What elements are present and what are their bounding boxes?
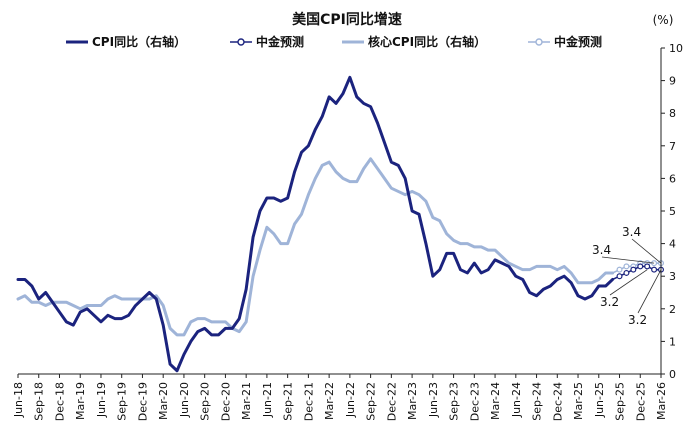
cpi-forecast-line-point bbox=[644, 263, 651, 270]
unit-label: (%) bbox=[653, 13, 674, 27]
cpi-line bbox=[16, 75, 615, 373]
legend-label: CPI同比（右轴） bbox=[92, 34, 186, 49]
cpi-forecast-line-point bbox=[616, 273, 623, 280]
x-tick-label: Dec-19 bbox=[136, 382, 149, 421]
annotation-leader bbox=[609, 269, 648, 296]
y-tick-label: 0 bbox=[669, 368, 676, 381]
x-tick-label: Jun-25 bbox=[593, 382, 606, 418]
x-tick-label: Sep-25 bbox=[614, 382, 627, 421]
x-tick-label: Sep-24 bbox=[531, 382, 544, 421]
cpi-forecast-line-point bbox=[630, 266, 637, 273]
x-tick-label: Dec-23 bbox=[468, 382, 481, 421]
core-cpi-forecast-line-point bbox=[616, 266, 623, 273]
core-cpi-line bbox=[16, 157, 615, 337]
x-tick-label: Jun-18 bbox=[12, 382, 25, 418]
cpi-forecast-line-point bbox=[637, 263, 644, 270]
legend: CPI同比（右轴） 中金预测 核心CPI同比（右轴） 中金预测 bbox=[66, 34, 602, 49]
annotation-label: 3.2 bbox=[600, 295, 619, 309]
x-tick-label: Mar-26 bbox=[655, 382, 668, 420]
x-tick-label: Jun-19 bbox=[95, 382, 108, 418]
x-tick-label: Sep-20 bbox=[199, 382, 212, 421]
legend-marker bbox=[237, 38, 245, 46]
y-tick-label: 9 bbox=[669, 75, 676, 88]
x-tick-label: Dec-25 bbox=[634, 382, 647, 421]
x-tick-label: Mar-21 bbox=[240, 382, 253, 420]
cpi-forecast-line-point bbox=[623, 269, 630, 276]
x-tick-label: Sep-19 bbox=[116, 382, 129, 421]
y-tick-label: 1 bbox=[669, 335, 676, 348]
x-tick-label: Jun-23 bbox=[427, 382, 440, 418]
annotations: 3.4 3.4 3.2 3.2 bbox=[592, 225, 662, 327]
chart-title: 美国CPI同比增速 bbox=[292, 11, 402, 28]
annotation-leader bbox=[601, 256, 655, 264]
annotation-leader bbox=[637, 269, 662, 314]
x-tick-label: Dec-22 bbox=[385, 382, 398, 421]
y-tick-label: 2 bbox=[669, 303, 676, 316]
y-tick-label: 6 bbox=[669, 172, 676, 185]
annotation-leader bbox=[631, 238, 662, 264]
x-tick-label: Jun-22 bbox=[344, 382, 357, 418]
x-tick-label: Dec-24 bbox=[551, 382, 564, 421]
x-tick-label: Mar-25 bbox=[572, 382, 585, 420]
annotation-label: 3.4 bbox=[622, 225, 641, 239]
x-tick-label: Jun-24 bbox=[510, 382, 523, 418]
legend-label: 核心CPI同比（右轴） bbox=[368, 34, 486, 49]
y-tick-label: 10 bbox=[669, 42, 683, 55]
x-tick-label: Sep-21 bbox=[282, 382, 295, 421]
x-tick-label: Sep-22 bbox=[365, 382, 378, 421]
x-tick-label: Jun-20 bbox=[178, 382, 191, 418]
x-tick-label: Sep-23 bbox=[448, 382, 461, 421]
x-tick-label: Dec-21 bbox=[302, 382, 315, 421]
y-tick-label: 7 bbox=[669, 140, 676, 153]
x-tick-label: Jun-21 bbox=[261, 382, 274, 418]
y-tick-label: 8 bbox=[669, 107, 676, 120]
legend-label: 中金预测 bbox=[554, 34, 602, 49]
x-tick-label: Mar-23 bbox=[406, 382, 419, 420]
cpi-forecast-line-point bbox=[651, 266, 658, 273]
y-axis: 0 1 2 3 4 5 6 7 8 9 10 bbox=[660, 42, 683, 381]
y-tick-label: 5 bbox=[669, 205, 676, 218]
x-tick-label: Mar-20 bbox=[157, 382, 170, 420]
x-axis: Jun-18 Sep-18 Dec-18 Mar-19 Jun-19 Sep-19 Dec-… bbox=[12, 373, 668, 421]
legend-marker bbox=[535, 38, 543, 46]
x-tick-label: Mar-22 bbox=[323, 382, 336, 420]
x-tick-label: Dec-20 bbox=[219, 382, 232, 421]
legend-label: 中金预测 bbox=[256, 34, 304, 49]
annotation-label: 3.4 bbox=[592, 243, 611, 257]
plot-area bbox=[16, 75, 664, 373]
y-tick-label: 4 bbox=[669, 238, 676, 251]
x-tick-label: Sep-18 bbox=[33, 382, 46, 421]
core-cpi-forecast-line-point bbox=[623, 263, 630, 270]
y-tick-label: 3 bbox=[669, 270, 676, 283]
x-tick-label: Dec-18 bbox=[53, 382, 66, 421]
x-tick-label: Mar-24 bbox=[489, 382, 502, 420]
x-tick-label: Mar-19 bbox=[74, 382, 87, 420]
annotation-label: 3.2 bbox=[628, 313, 647, 327]
